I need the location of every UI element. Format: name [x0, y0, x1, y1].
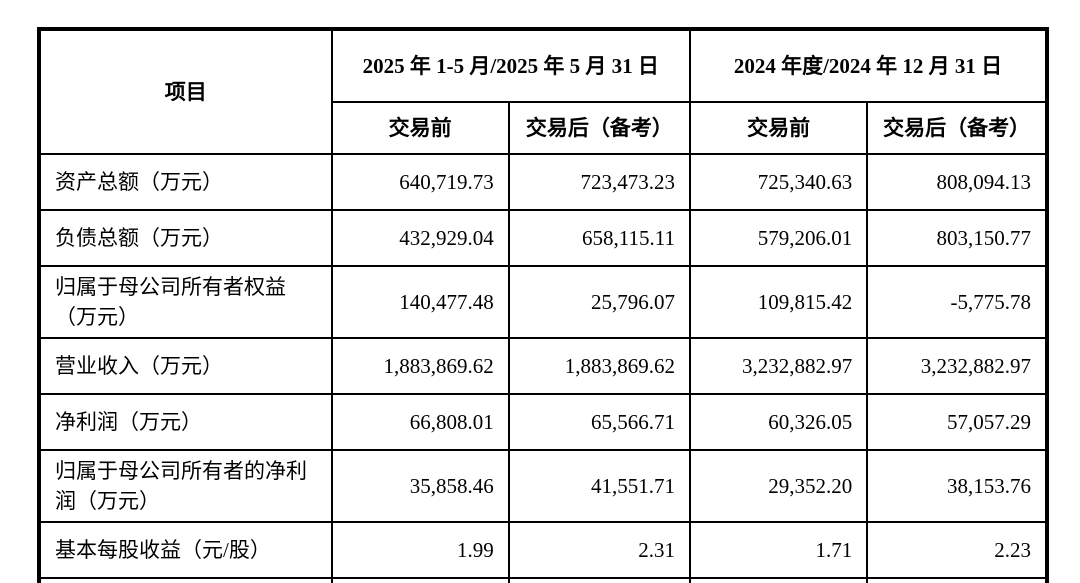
cell-value: 658,115.11 — [507, 209, 692, 267]
column-header-2025-post: 交易后（备考） — [507, 101, 692, 155]
cell-value: 808,094.13 — [866, 153, 1048, 211]
cell-value: 579,206.01 — [688, 209, 869, 267]
financial-summary-table: 项目 2025 年 1-5 月/2025 年 5 月 31 日 2024 年度/… — [38, 28, 1048, 583]
cell-value: 3,232,882.97 — [688, 337, 869, 395]
table-row: 净利润（万元） 66,808.01 65,566.71 60,326.05 57… — [38, 393, 1048, 451]
cell-value: 725,340.63 — [688, 153, 869, 211]
cell-value: 25,796.07 — [507, 265, 692, 339]
header-sub-row: 交易前 交易后（备考） 交易前 交易后（备考） — [40, 101, 1048, 155]
cell-value: 640,719.73 — [330, 153, 510, 211]
cell-value: 1,883,869.62 — [330, 337, 510, 395]
table-row: 负债总额（万元） 432,929.04 658,115.11 579,206.0… — [38, 209, 1048, 267]
cell-value: 65,566.71 — [507, 393, 692, 451]
cell-value: 41,551.71 — [507, 449, 692, 523]
row-item-label: 基本每股收益（元/股） — [38, 521, 333, 579]
cell-value: 29,352.20 — [688, 449, 869, 523]
cell-value: 1.71 — [688, 521, 869, 579]
table-row: 归属于母公司所有者的净利润（万元） 35,858.46 41,551.71 29… — [38, 449, 1048, 523]
cell-value: 38,153.76 — [866, 449, 1048, 523]
cell-value: 60,326.05 — [688, 393, 869, 451]
cell-value: 803,150.77 — [866, 209, 1048, 267]
cell-value: 66,808.01 — [330, 393, 510, 451]
table-row: 营业收入（万元） 1,883,869.62 1,883,869.62 3,232… — [38, 337, 1048, 395]
cell-value: 35,858.46 — [330, 449, 510, 523]
row-item-label: 归属于母公司所有者权益（万元） — [38, 265, 333, 339]
header-group-row: 项目 2025 年 1-5 月/2025 年 5 月 31 日 2024 年度/… — [38, 28, 1048, 155]
cell-value: 99.39% — [866, 577, 1048, 583]
row-item-label: 营业收入（万元） — [38, 337, 333, 395]
cell-value: 1.99 — [330, 521, 510, 579]
table-row: 资产负债率 67.57% 90.97% 79.85% 99.39% — [38, 577, 1048, 583]
column-header-2025-pre: 交易前 — [330, 101, 510, 155]
cell-value: 3,232,882.97 — [866, 337, 1048, 395]
row-item-label: 资产总额（万元） — [38, 153, 333, 211]
cell-value: 109,815.42 — [688, 265, 869, 339]
column-header-2024-pre: 交易前 — [688, 101, 869, 155]
cell-value: 723,473.23 — [507, 153, 692, 211]
cell-value: 1,883,869.62 — [507, 337, 692, 395]
row-item-label: 负债总额（万元） — [38, 209, 333, 267]
cell-value: 67.57% — [330, 577, 510, 583]
cell-value: -5,775.78 — [866, 265, 1048, 339]
column-group-2024: 2024 年度/2024 年 12 月 31 日 — [689, 28, 1048, 103]
cell-value: 2.23 — [866, 521, 1048, 579]
column-group-2025: 2025 年 1-5 月/2025 年 5 月 31 日 — [330, 28, 692, 103]
cell-value: 79.85% — [688, 577, 869, 583]
table-row: 归属于母公司所有者权益（万元） 140,477.48 25,796.07 109… — [38, 265, 1048, 339]
cell-value: 57,057.29 — [866, 393, 1048, 451]
row-item-label: 归属于母公司所有者的净利润（万元） — [38, 449, 333, 523]
column-header-2024-post: 交易后（备考） — [866, 101, 1048, 155]
cell-value: 140,477.48 — [330, 265, 510, 339]
cell-value: 2.31 — [507, 521, 692, 579]
row-item-label: 资产负债率 — [38, 577, 333, 583]
cell-value: 432,929.04 — [330, 209, 510, 267]
column-header-item: 项目 — [38, 28, 333, 155]
row-item-label: 净利润（万元） — [38, 393, 333, 451]
table-row: 基本每股收益（元/股） 1.99 2.31 1.71 2.23 — [38, 521, 1048, 579]
cell-value: 90.97% — [507, 577, 692, 583]
table-row: 资产总额（万元） 640,719.73 723,473.23 725,340.6… — [38, 153, 1048, 211]
